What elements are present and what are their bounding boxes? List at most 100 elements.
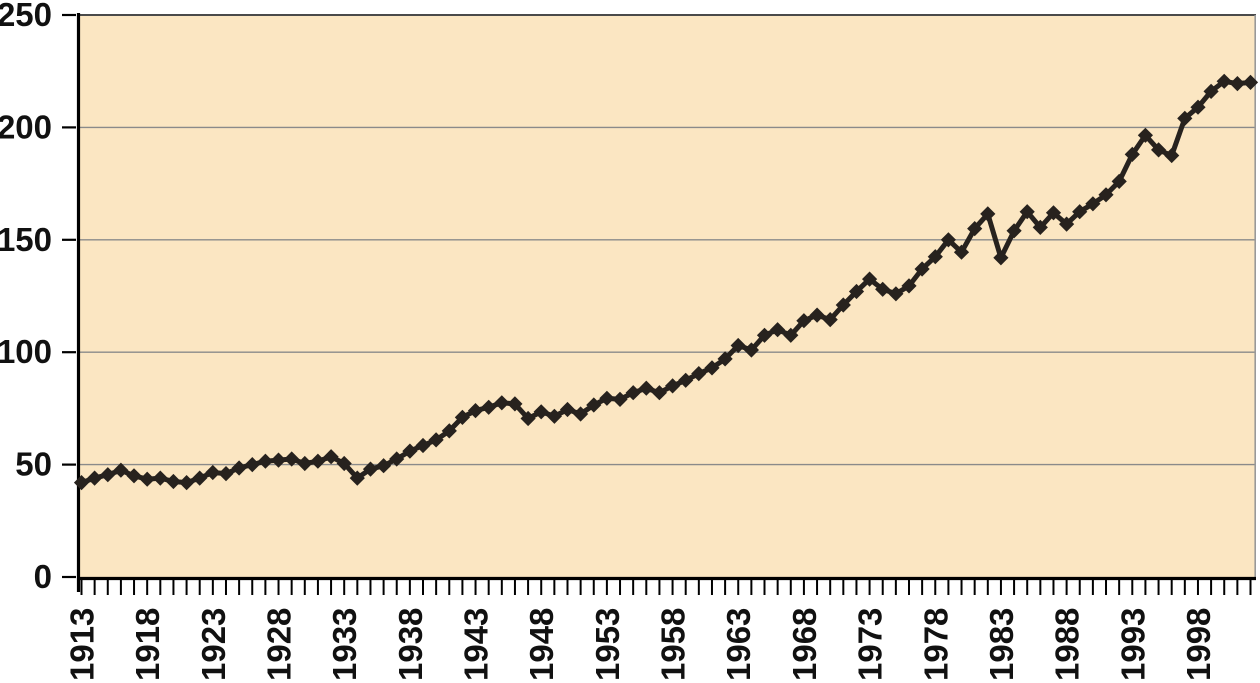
x-axis-label-1958: 1958 bbox=[655, 608, 692, 681]
y-axis-label-0: 0 bbox=[34, 558, 52, 595]
data-point-1936 bbox=[376, 458, 392, 474]
data-point-1949 bbox=[546, 408, 562, 424]
data-point-1981 bbox=[967, 221, 983, 237]
data-point-1970 bbox=[822, 312, 838, 328]
y-axis-label-200: 200 bbox=[0, 108, 52, 145]
x-axis-label-1918: 1918 bbox=[129, 608, 166, 681]
x-axis-label-1928: 1928 bbox=[261, 608, 298, 681]
data-point-1951 bbox=[573, 406, 589, 422]
data-point-1941 bbox=[441, 423, 457, 439]
data-point-1962 bbox=[717, 351, 733, 367]
data-point-1998 bbox=[1190, 99, 1206, 115]
y-axis-label-150: 150 bbox=[0, 221, 52, 258]
data-point-1934 bbox=[349, 470, 365, 486]
data-point-1919 bbox=[152, 470, 168, 486]
data-point-1947 bbox=[520, 410, 536, 427]
data-point-1967 bbox=[783, 327, 799, 343]
data-point-1982 bbox=[980, 206, 996, 222]
data-point-1945 bbox=[494, 395, 510, 411]
x-axis-label-1963: 1963 bbox=[720, 608, 757, 681]
data-point-1955 bbox=[625, 385, 641, 401]
data-point-1972 bbox=[848, 283, 865, 300]
x-axis-label-1998: 1998 bbox=[1180, 608, 1217, 681]
x-axis-label-1913: 1913 bbox=[64, 608, 101, 681]
data-point-1974 bbox=[875, 281, 891, 297]
data-point-1959 bbox=[678, 372, 694, 388]
data-point-1971 bbox=[835, 297, 851, 313]
data-point-1993 bbox=[1124, 146, 1140, 162]
data-point-1925 bbox=[231, 460, 247, 476]
y-axis-label-100: 100 bbox=[0, 333, 52, 370]
data-point-1976 bbox=[901, 278, 917, 294]
data-point-1994 bbox=[1137, 127, 1153, 143]
plot-background bbox=[80, 15, 1256, 577]
data-point-1933 bbox=[336, 455, 352, 472]
data-point-1987 bbox=[1045, 205, 1062, 221]
data-point-1918 bbox=[139, 471, 155, 487]
data-point-1940 bbox=[428, 432, 444, 448]
data-point-1946 bbox=[507, 396, 523, 412]
x-axis-label-1943: 1943 bbox=[458, 608, 495, 681]
x-axis-label-1993: 1993 bbox=[1114, 608, 1151, 681]
data-point-1957 bbox=[651, 385, 667, 401]
data-point-1954 bbox=[612, 391, 628, 407]
data-point-1977 bbox=[914, 261, 930, 277]
x-axis-label-1923: 1923 bbox=[195, 608, 232, 681]
data-point-1917 bbox=[126, 468, 142, 484]
x-axis-label-1978: 1978 bbox=[917, 608, 954, 681]
data-point-1950 bbox=[559, 401, 576, 418]
data-point-1920 bbox=[165, 473, 181, 490]
x-axis-label-1983: 1983 bbox=[983, 608, 1020, 681]
data-series bbox=[73, 73, 1259, 491]
data-point-1975 bbox=[888, 286, 904, 302]
data-point-1984 bbox=[1006, 223, 1022, 239]
data-point-1927 bbox=[257, 453, 273, 469]
x-axis-label-1988: 1988 bbox=[1049, 608, 1086, 681]
data-point-1942 bbox=[454, 409, 470, 425]
data-point-2002 bbox=[1242, 74, 1259, 90]
data-point-1960 bbox=[691, 366, 707, 382]
data-point-1995 bbox=[1151, 142, 1167, 158]
data-point-1965 bbox=[756, 327, 773, 343]
data-point-1929 bbox=[284, 451, 300, 467]
data-point-1926 bbox=[244, 457, 260, 473]
data-point-1985 bbox=[1019, 204, 1035, 220]
data-point-1997 bbox=[1177, 110, 1193, 126]
x-axis-label-1933: 1933 bbox=[326, 608, 363, 681]
data-point-1991 bbox=[1098, 187, 1114, 203]
data-point-1966 bbox=[770, 322, 786, 338]
plot-area bbox=[80, 15, 1256, 577]
data-point-1996 bbox=[1164, 147, 1180, 164]
data-point-1923 bbox=[205, 464, 221, 481]
data-point-1992 bbox=[1111, 173, 1127, 189]
axes bbox=[62, 13, 1256, 595]
data-point-1935 bbox=[362, 461, 379, 477]
x-axis-label-1968: 1968 bbox=[786, 608, 823, 681]
data-point-1922 bbox=[192, 470, 208, 486]
data-point-1958 bbox=[665, 378, 681, 394]
data-point-1915 bbox=[100, 467, 116, 483]
y-axis-label-250: 250 bbox=[0, 0, 52, 33]
data-point-1939 bbox=[415, 437, 431, 454]
data-point-1952 bbox=[586, 397, 602, 413]
data-point-1921 bbox=[179, 475, 195, 491]
data-point-1979 bbox=[940, 232, 956, 248]
data-point-1978 bbox=[927, 249, 943, 265]
data-point-1963 bbox=[730, 337, 746, 354]
x-axis-label-1953: 1953 bbox=[589, 608, 626, 681]
data-point-1990 bbox=[1085, 196, 1101, 212]
data-point-2000 bbox=[1216, 73, 1232, 89]
data-point-1986 bbox=[1032, 219, 1048, 235]
data-point-1924 bbox=[218, 466, 234, 482]
data-point-1956 bbox=[638, 380, 654, 396]
data-point-1999 bbox=[1203, 83, 1219, 99]
x-axis-label-1948: 1948 bbox=[523, 608, 560, 681]
data-point-1973 bbox=[862, 271, 878, 287]
data-point-1953 bbox=[599, 390, 615, 406]
data-point-1948 bbox=[533, 404, 549, 420]
data-point-1943 bbox=[467, 403, 484, 419]
data-point-1983 bbox=[993, 250, 1009, 266]
data-point-1932 bbox=[323, 449, 339, 465]
data-point-1938 bbox=[402, 443, 418, 459]
